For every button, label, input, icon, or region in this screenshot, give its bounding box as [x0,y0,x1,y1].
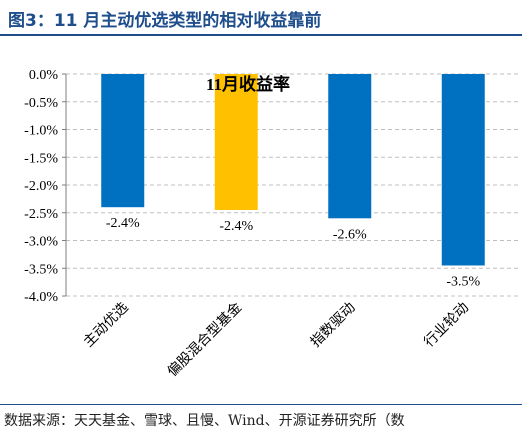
y-tick-label: 0.0% [29,68,59,83]
y-tick-label: -2.0% [24,179,58,194]
data-label: -2.4% [219,219,253,234]
data-label: -2.4% [106,216,140,231]
x-tick-label: 主动优选 [81,300,132,351]
x-tick-labels: 主动优选 偏股混合型基金 指数驱动 行业轮动 [81,299,472,380]
bar [214,74,258,210]
x-tick-label: 行业轮动 [421,300,472,351]
x-tick-label: 指数驱动 [308,300,359,351]
y-tick-labels: 0.0% -0.5% -1.0% -1.5% -2.0% -2.5% -3.0% -3.5% -… [24,68,66,305]
y-tick-label: -3.0% [24,235,58,250]
bar [441,74,485,266]
y-tick-label: -1.5% [24,151,58,166]
source-note: 数据来源：天天基金、雪球、且慢、Wind、开源证券研究所（数 [4,413,405,429]
bar-chart: 0.0% -0.5% -1.0% -1.5% -2.0% -2.5% -3.0% -3.5% -… [0,58,522,408]
x-tick-label: 偏股混合型基金 [164,299,245,380]
bar [101,74,145,208]
bottom-rule [0,404,522,405]
y-tick-label: -4.0% [24,290,58,305]
chart-title: 11月收益率 [206,74,290,94]
title-rule [0,34,522,36]
bar [328,74,372,219]
chart-svg: 0.0%-0.5%-1.0%-1.5%-2.0%-2.5%-3.0%-3.5%-… [24,68,520,380]
data-label: -3.5% [446,274,480,289]
figure-title: 图3：11 月主动优选类型的相对收益靠前 [8,11,322,31]
y-tick-label: -3.5% [24,262,58,277]
y-tick-label: -1.0% [24,124,58,139]
data-labels: -2.4% -2.4% -2.6% -3.5% [106,216,481,289]
y-tick-label: -0.5% [24,96,58,111]
data-label: -2.6% [333,227,367,242]
y-tick-label: -2.5% [24,207,58,222]
bars [101,74,485,266]
